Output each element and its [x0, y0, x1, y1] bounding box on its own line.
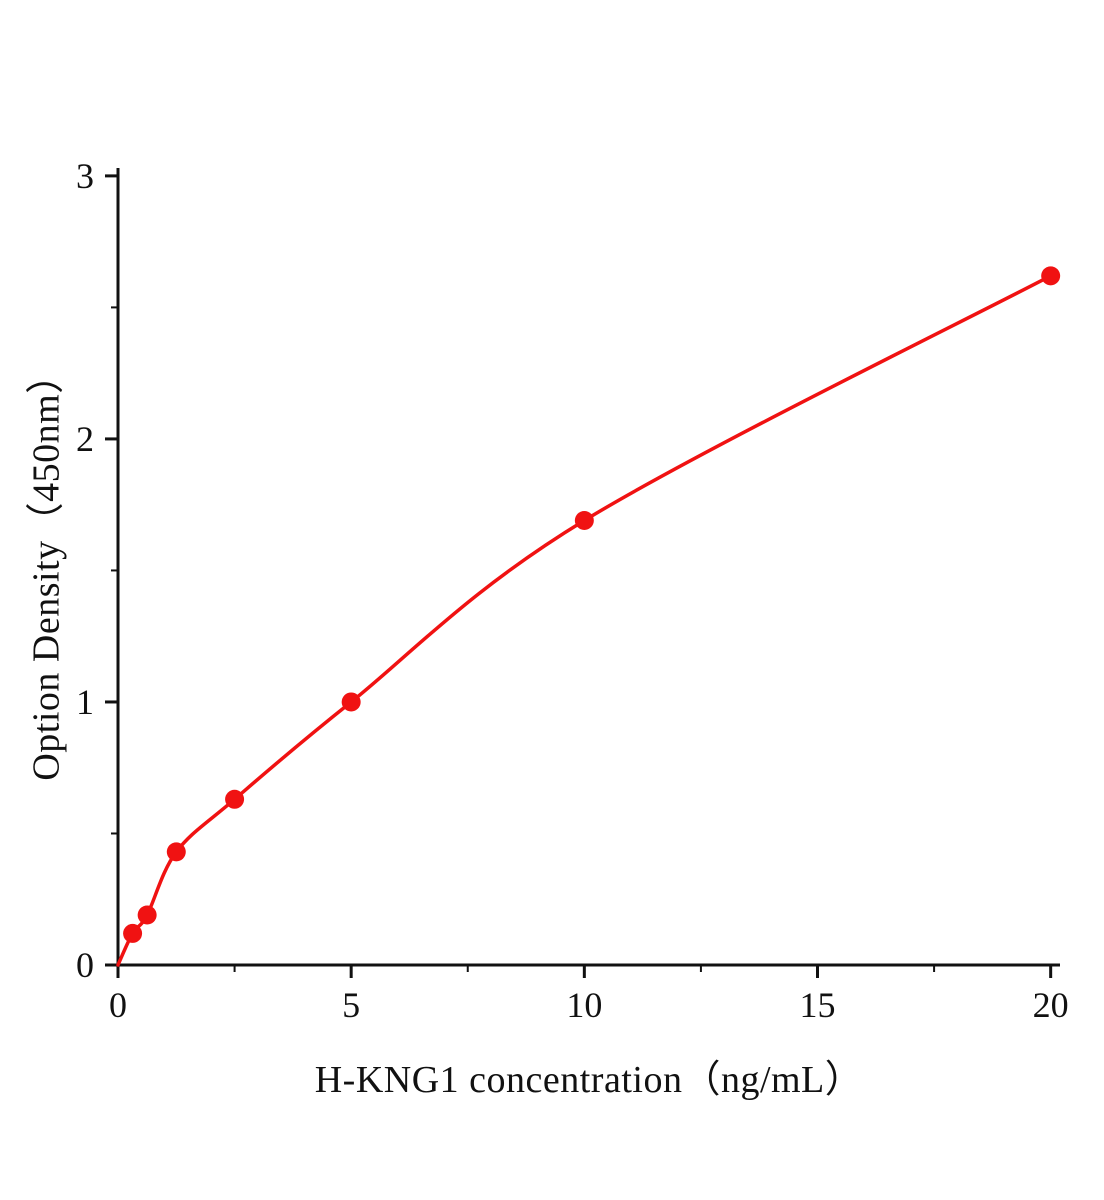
- x-tick-label: 15: [800, 985, 836, 1025]
- x-tick-label: 20: [1033, 985, 1069, 1025]
- axis-lines: [116, 168, 1060, 967]
- data-point: [123, 923, 143, 943]
- y-tick-label: 1: [76, 682, 94, 722]
- x-tick-label: 5: [342, 985, 360, 1025]
- fit-curve: [116, 274, 1053, 967]
- x-axis-label: H-KNG1 concentration（ng/mL）: [314, 1059, 864, 1101]
- x-tick-label: 0: [109, 985, 127, 1025]
- data-point: [341, 692, 361, 712]
- data-point: [137, 905, 157, 925]
- y-tick-label: 0: [76, 945, 94, 985]
- data-point: [225, 789, 245, 809]
- data-point: [574, 510, 594, 530]
- data-point: [166, 842, 186, 862]
- y-axis-label: Option Density（450nm）: [25, 355, 68, 781]
- data-point: [1041, 266, 1061, 286]
- x-tick-label: 10: [566, 985, 602, 1025]
- y-tick-label: 2: [76, 419, 94, 459]
- y-tick-label: 3: [76, 156, 94, 196]
